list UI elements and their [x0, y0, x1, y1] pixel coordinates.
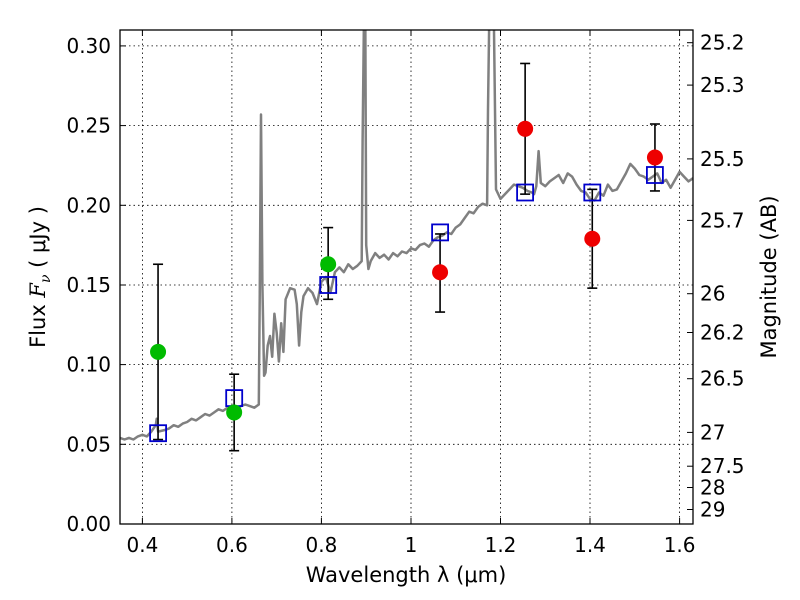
y-axis-label-symbol: F: [26, 282, 50, 299]
y-tick-label: 0.25: [66, 114, 111, 138]
x-axis-label: Wavelength λ (μm): [306, 563, 507, 587]
y2-tick-label: 25.5: [700, 147, 745, 171]
y2-tick-label: 25.3: [700, 73, 745, 97]
x-tick-label: 1.2: [485, 533, 517, 557]
observed-flux-point: [584, 230, 601, 247]
y2-tick-label: 29: [700, 498, 725, 522]
x-tick-label: 0.4: [126, 533, 158, 557]
y2-tick-label: 27: [700, 420, 725, 444]
model-photometry-marker: [149, 424, 168, 443]
y-tick-label: 0.20: [66, 193, 111, 217]
x-tick-label: 1.4: [574, 533, 606, 557]
y-tick-label: 0.05: [66, 432, 111, 456]
observed-flux-point: [150, 343, 167, 360]
plot-area: [120, 30, 693, 524]
y-axis-label-subscript: ν: [38, 274, 54, 283]
y2-tick-label: 25.7: [700, 208, 745, 232]
model-photometry-marker: [431, 223, 450, 242]
model-photometry-marker: [583, 183, 602, 202]
marker-layer: [149, 120, 664, 443]
y-tick-labels: 0.00 0.05 0.10 0.15 0.20 0.25 0.30: [66, 34, 111, 536]
observed-flux-point: [226, 404, 243, 421]
y2-tick-label: 25.2: [700, 31, 745, 55]
spectrum-layer: [120, 30, 693, 441]
x-tick-label: 0.6: [216, 533, 248, 557]
observed-flux-point: [517, 120, 534, 137]
plot-frame: [119, 29, 694, 525]
y-tick-label: 0.00: [66, 512, 111, 536]
y2-tick-label: 26.2: [700, 321, 745, 345]
x-tick-label: 1: [405, 533, 418, 557]
y-tick-label: 0.15: [66, 273, 111, 297]
observed-flux-point: [646, 149, 663, 166]
y2-tick-label: 28: [700, 476, 725, 500]
y2-tick-label: 26: [700, 282, 725, 306]
x-tick-label: 0.8: [305, 533, 337, 557]
y-tick-label: 0.30: [66, 34, 111, 58]
model-photometry-marker: [646, 166, 664, 184]
x-tick-label: 1.6: [664, 533, 696, 557]
tick-marks: [120, 30, 693, 525]
model-photometry-marker: [319, 276, 338, 294]
model-photometry-marker: [516, 183, 534, 202]
y-axis-label-suffix: ( μJy ): [26, 206, 50, 274]
observed-flux-point: [320, 256, 337, 273]
x-tick-labels: 0.4 0.6 0.8 1 1.2 1.4 1.6: [126, 533, 695, 557]
y2-axis-label: Magnitude (AB): [757, 195, 781, 358]
y2-tick-label: 27.5: [700, 454, 745, 478]
spectrum-line: [120, 30, 693, 441]
y-axis-label-prefix: Flux: [26, 298, 50, 348]
y-tick-label: 0.10: [66, 353, 111, 377]
y-axis-label: Flux Fν ( μJy ): [26, 206, 54, 348]
y2-tick-label: 26.5: [700, 367, 745, 391]
observed-flux-point: [432, 264, 449, 281]
grid: [120, 30, 693, 525]
